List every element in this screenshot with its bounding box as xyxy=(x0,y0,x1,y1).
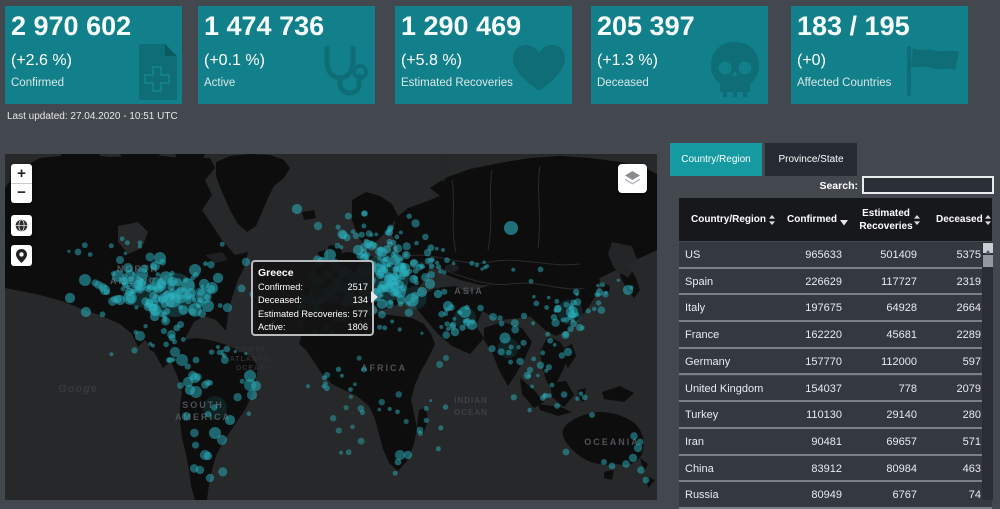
svg-text:NORTH: NORTH xyxy=(236,347,266,354)
svg-text:AFRICA: AFRICA xyxy=(361,363,407,373)
svg-text:Googe: Googe xyxy=(58,383,98,395)
svg-text:ASIA: ASIA xyxy=(454,286,484,296)
svg-text:SOUTH: SOUTH xyxy=(182,400,224,410)
svg-text:NORTH: NORTH xyxy=(117,264,159,274)
svg-text:AMERICA: AMERICA xyxy=(175,412,231,422)
svg-text:INDIAN: INDIAN xyxy=(454,396,488,405)
svg-text:OCEAN: OCEAN xyxy=(236,365,266,372)
svg-text:OCEAN: OCEAN xyxy=(454,408,488,417)
svg-text:ATLANTIC: ATLANTIC xyxy=(230,356,272,363)
svg-text:OCEANIA: OCEANIA xyxy=(584,437,640,447)
